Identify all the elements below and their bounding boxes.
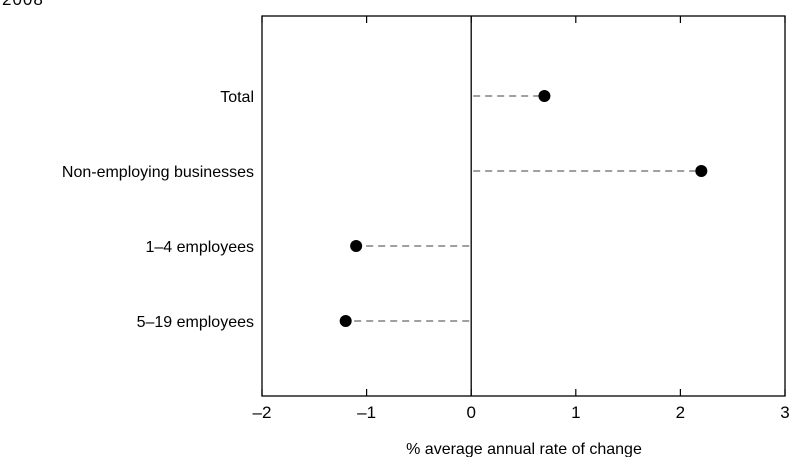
x-tick-label: –1 [357,403,376,422]
plot-area: –2 –1 0 1 2 3 Total Non-employing businesses 1–4… [62,15,790,422]
category-label: Total [220,89,254,106]
plot-frame [261,15,786,397]
data-point [695,165,708,177]
x-tick-label: 2 [676,403,685,422]
data-point [350,240,363,252]
data-point [538,90,551,102]
data-point [339,315,352,327]
x-tick-label: 0 [466,403,475,422]
category-label: Non-employing businesses [62,164,254,181]
x-tick-label: 1 [571,403,580,422]
category-label: 5–19 employees [137,314,254,331]
chart-title-fragment: 2008 [2,0,44,8]
x-tick-label: 3 [780,403,789,422]
x-axis-label: % average annual rate of change [406,441,642,457]
category-label: 1–4 employees [145,239,254,256]
x-tick-label: –2 [253,403,272,422]
